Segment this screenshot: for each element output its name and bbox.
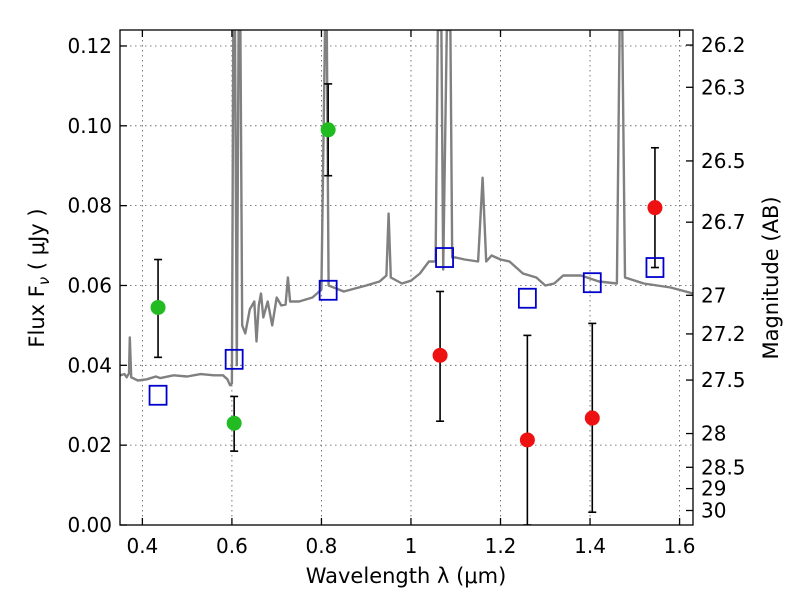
x-axis-label: Wavelength λ (μm) bbox=[306, 564, 507, 588]
y2-axis-label: Magnitude (AB) bbox=[759, 196, 783, 359]
y-axis-label-subscript: ν bbox=[35, 277, 53, 285]
red-data-point bbox=[647, 200, 663, 216]
x-tick-label: 0.6 bbox=[216, 534, 248, 558]
y2-tick-label: 27 bbox=[701, 283, 726, 307]
x-tick-label: 0.8 bbox=[306, 534, 338, 558]
y2-tick-label: 26.5 bbox=[701, 149, 746, 173]
blue-square-marker bbox=[582, 272, 602, 294]
y-tick-label: 0.06 bbox=[67, 273, 112, 297]
y2-tick-label: 27.2 bbox=[701, 322, 746, 346]
blue-square-marker bbox=[318, 279, 338, 301]
y2-tick-label: 27.5 bbox=[701, 368, 746, 392]
spectrum-line bbox=[120, 30, 693, 387]
y-tick-label: 0.00 bbox=[67, 513, 112, 537]
green-data-point bbox=[150, 299, 166, 315]
red-data-point bbox=[584, 410, 600, 426]
blue-square-marker bbox=[224, 348, 244, 370]
y-axis-label: Flux Fν ( μJy ) bbox=[25, 208, 53, 347]
y-axis-label-unit: ( μJy ) bbox=[25, 208, 49, 276]
x-tick-label: 1 bbox=[405, 534, 418, 558]
blue-square-marker bbox=[148, 384, 168, 406]
y2-tick-label: 28 bbox=[701, 422, 726, 446]
y-tick-label: 0.10 bbox=[67, 114, 112, 138]
y2-tick-label: 30 bbox=[701, 499, 726, 523]
blue-square-marker bbox=[435, 247, 454, 268]
blue-square-marker bbox=[645, 257, 665, 278]
y2-tick-label: 26.3 bbox=[701, 75, 746, 99]
x-tick-label: 0.4 bbox=[126, 534, 158, 558]
y-tick-label: 0.08 bbox=[67, 194, 112, 218]
y-axis-label-main: Flux F bbox=[25, 285, 49, 347]
x-tick-label: 1.4 bbox=[574, 534, 606, 558]
plot-area bbox=[120, 30, 693, 525]
x-tick-label: 1.2 bbox=[485, 534, 517, 558]
x-tick-label: 1.6 bbox=[664, 534, 696, 558]
y2-tick-label: 29 bbox=[701, 477, 726, 501]
blue-square-marker bbox=[517, 287, 537, 309]
y2-tick-label: 28.5 bbox=[701, 455, 746, 479]
y-tick-label: 0.04 bbox=[67, 353, 112, 377]
red-data-point bbox=[432, 347, 448, 363]
green-data-point bbox=[226, 415, 242, 431]
y2-tick-label: 26.2 bbox=[701, 33, 746, 57]
y-tick-label: 0.02 bbox=[67, 433, 112, 457]
green-data-point bbox=[320, 122, 336, 138]
axis-ticks: 0.4 0.6 0.8 1 1.2 1.4 1.6 0.00 0.02 0.04 0.06 0.08 0… bbox=[67, 30, 746, 558]
red-data-point bbox=[519, 432, 535, 448]
plot-frame bbox=[119, 29, 694, 526]
y-tick-label: 0.12 bbox=[67, 34, 112, 58]
y2-tick-label: 26.7 bbox=[701, 210, 746, 234]
